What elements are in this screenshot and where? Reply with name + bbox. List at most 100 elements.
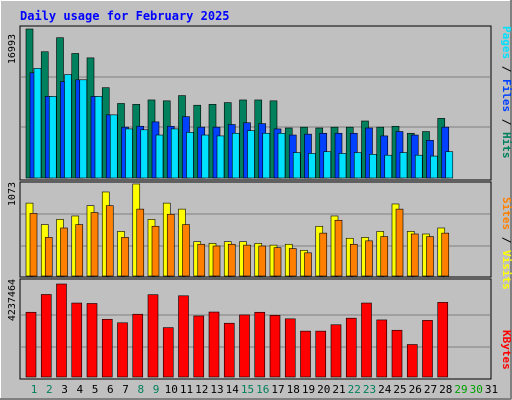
day-label-20: 20 <box>317 383 330 396</box>
traffic-bar-pages-day-2 <box>48 96 57 179</box>
kbytes-bar-kbytes-day-11 <box>178 295 189 378</box>
traffic-ymax-label: 16993 <box>7 34 18 64</box>
traffic-bar-pages-day-10 <box>170 128 179 179</box>
visitors-bar-sites-day-6 <box>105 205 114 277</box>
traffic-bar-pages-day-25 <box>399 152 408 179</box>
legend-sites: Sites <box>500 197 512 230</box>
visitors-panel: 1073 <box>7 181 492 278</box>
kbytes-panel: 4237464 <box>7 278 492 380</box>
day-label-31: 31 <box>485 383 498 396</box>
day-label-5: 5 <box>92 383 99 396</box>
traffic-bar-pages-day-21 <box>338 153 347 179</box>
day-label-4: 4 <box>76 383 83 396</box>
kbytes-bar-kbytes-day-20 <box>315 330 327 378</box>
legend-visits: Visits <box>500 250 512 290</box>
day-label-27: 27 <box>424 383 437 396</box>
kbytes-bar-kbytes-day-19 <box>300 330 311 378</box>
kbytes-bar-kbytes-day-9 <box>147 294 159 378</box>
kbytes-bar-kbytes-day-22 <box>345 317 357 378</box>
day-label-2: 2 <box>46 383 53 396</box>
day-label-21: 21 <box>332 383 345 396</box>
legend-separator: / <box>500 230 512 250</box>
traffic-bars <box>25 28 454 179</box>
kbytes-bar-kbytes-day-10 <box>162 327 174 378</box>
kbytes-bar-kbytes-day-12 <box>193 315 205 378</box>
visitors-bar-sites-day-13 <box>212 245 221 277</box>
day-label-1: 1 <box>31 383 38 396</box>
visitors-bar-sites-day-28 <box>441 232 450 277</box>
legend-hits: Hits <box>500 132 512 159</box>
traffic-bar-pages-day-28 <box>445 151 454 179</box>
day-label-3: 3 <box>61 383 68 396</box>
day-label-16: 16 <box>256 383 269 396</box>
day-label-19: 19 <box>302 383 315 396</box>
visitors-bar-sites-day-4 <box>75 224 84 277</box>
visitors-bar-sites-day-27 <box>426 236 434 277</box>
visitors-bar-sites-day-8 <box>136 208 145 277</box>
visitors-bar-sites-day-18 <box>288 248 297 277</box>
traffic-legend: Pages / Files / Hits <box>500 26 512 159</box>
day-label-23: 23 <box>363 383 376 396</box>
kbytes-bar-kbytes-day-26 <box>406 344 418 378</box>
kbytes-bar-kbytes-day-27 <box>422 320 433 378</box>
visitors-bar-sites-day-12 <box>197 243 206 277</box>
traffic-bar-pages-day-19 <box>308 153 316 179</box>
day-label-30: 30 <box>470 383 483 396</box>
traffic-bar-pages-day-8 <box>140 129 149 179</box>
visitors-bar-sites-day-20 <box>319 232 328 277</box>
visitors-bar-sites-day-11 <box>182 224 190 277</box>
visitors-panel-border <box>19 181 492 278</box>
traffic-bar-pages-day-7 <box>125 128 133 179</box>
visitors-bar-sites-day-1 <box>29 213 38 277</box>
kbytes-bar-kbytes-day-2 <box>40 294 52 378</box>
visitors-bar-sites-day-14 <box>227 243 236 277</box>
day-label-13: 13 <box>210 383 223 396</box>
legend-files: Files <box>500 79 512 112</box>
kbytes-bar-kbytes-day-28 <box>437 302 449 378</box>
kbytes-bar-kbytes-day-8 <box>132 313 144 378</box>
kbytes-bar-kbytes-day-25 <box>391 329 403 378</box>
legend-separator: / <box>500 112 512 132</box>
traffic-bar-pages-day-26 <box>414 154 423 179</box>
traffic-bar-pages-day-27 <box>430 155 438 179</box>
day-axis-labels: 1 2 3 4 5 6 7 8 9 10 11 12 13 14 15 16 17 18 19 20 21 22 23 24 2… <box>31 383 498 396</box>
kbytes-bar-kbytes-day-3 <box>56 283 67 378</box>
day-label-29: 29 <box>454 383 467 396</box>
kbytes-bar-kbytes-day-7 <box>117 322 128 378</box>
visitors-bar-sites-day-19 <box>304 252 312 277</box>
traffic-bar-pages-day-6 <box>109 114 118 179</box>
visitors-legend: Sites / Visits <box>500 197 512 290</box>
traffic-bar-pages-day-4 <box>79 79 88 179</box>
traffic-bar-pages-day-17 <box>277 132 286 179</box>
kbytes-bar-kbytes-day-16 <box>254 311 266 378</box>
kbytes-legend: KBytes <box>500 330 512 370</box>
traffic-bar-pages-day-18 <box>292 152 301 179</box>
traffic-bar-pages-day-16 <box>262 132 271 179</box>
kbytes-bar-kbytes-day-1 <box>25 311 37 378</box>
kbytes-bar-kbytes-day-6 <box>101 318 113 378</box>
day-label-15: 15 <box>241 383 254 396</box>
traffic-bar-pages-day-12 <box>201 134 210 179</box>
traffic-bar-pages-day-15 <box>247 130 255 179</box>
traffic-panel: 16993 <box>7 25 492 181</box>
kbytes-bar-kbytes-day-21 <box>330 324 342 378</box>
day-label-12: 12 <box>195 383 208 396</box>
kbytes-bar-kbytes-day-5 <box>86 303 98 378</box>
kbytes-bar-kbytes-day-14 <box>223 322 235 378</box>
traffic-bar-pages-day-20 <box>323 151 332 179</box>
visitors-bar-sites-day-7 <box>121 237 129 277</box>
day-label-28: 28 <box>439 383 452 396</box>
day-label-22: 22 <box>348 383 361 396</box>
kbytes-bar-kbytes-day-18 <box>284 318 296 378</box>
day-label-24: 24 <box>378 383 392 396</box>
day-label-6: 6 <box>107 383 114 396</box>
day-label-25: 25 <box>393 383 406 396</box>
day-label-9: 9 <box>153 383 160 396</box>
kbytes-ymax-label: 4237464 <box>7 279 18 321</box>
day-label-7: 7 <box>122 383 129 396</box>
visitors-bar-sites-day-9 <box>151 225 160 277</box>
visitors-bar-sites-day-16 <box>258 245 267 277</box>
kbytes-bar-kbytes-day-23 <box>361 302 372 378</box>
kbytes-bar-kbytes-day-15 <box>239 314 250 378</box>
